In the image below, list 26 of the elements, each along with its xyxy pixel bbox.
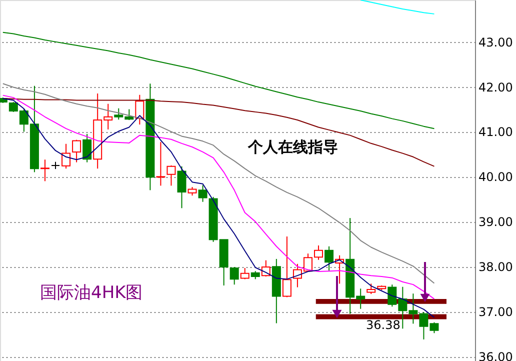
line-series: [360, 0, 435, 14]
candlestick: [166, 164, 176, 186]
text: 国际油4HK图: [40, 283, 143, 303]
candlestick: [62, 143, 71, 170]
line-series: [2, 32, 435, 130]
candlestick: [72, 139, 82, 163]
annotation: 个人在线指导: [247, 138, 338, 156]
candlestick: [82, 133, 92, 163]
candlestick: [156, 142, 166, 186]
y-tick-label: 41.00: [478, 125, 513, 140]
candlestick: [135, 94, 144, 126]
y-tick-label: 43.00: [478, 35, 513, 50]
candlestick: [177, 166, 186, 209]
y-tick-label: 37.00: [478, 305, 513, 320]
y-tick-label: 39.00: [478, 215, 513, 230]
y-tick-label: 42.00: [478, 80, 513, 94]
y-tick-label: 40.00: [478, 170, 513, 184]
candlestick: [40, 159, 50, 182]
annotation: 36.38: [366, 318, 400, 332]
candlestick: [324, 246, 334, 272]
candlestick: [230, 266, 239, 286]
candlestick: [282, 236, 292, 298]
y-tick-label: 36.00: [478, 350, 513, 361]
line-series: [2, 98, 435, 167]
candlestick: [366, 283, 376, 295]
y-tick-label: 38.00: [478, 260, 513, 274]
